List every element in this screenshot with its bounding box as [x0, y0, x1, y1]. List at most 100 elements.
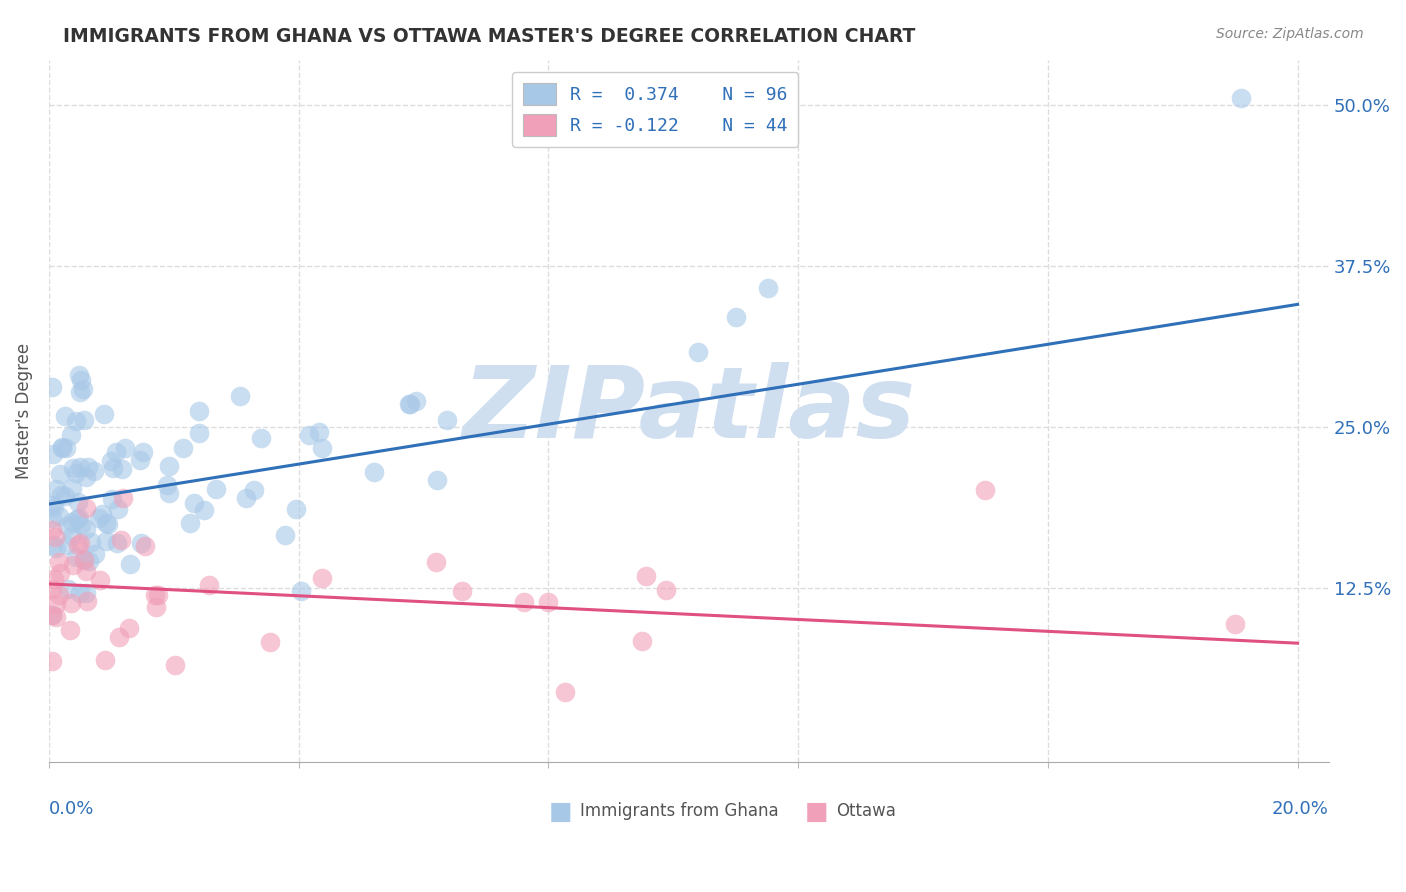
- Text: Ottawa: Ottawa: [837, 803, 896, 821]
- Point: [51, 440, 73, 454]
- Text: ■: ■: [806, 800, 828, 824]
- Point: [51, 442, 73, 456]
- Point: [187, 404, 209, 418]
- Point: [48, 555, 70, 569]
- Point: [105, 535, 128, 549]
- Point: [974, 483, 997, 498]
- Point: [45, 597, 67, 611]
- Point: [41, 498, 63, 512]
- Point: [111, 462, 134, 476]
- Point: [49, 488, 72, 502]
- Point: [60, 515, 83, 529]
- Point: [311, 571, 333, 585]
- Point: [426, 473, 449, 487]
- Point: [89, 573, 111, 587]
- Point: [60, 481, 83, 495]
- Point: [91, 507, 114, 521]
- Point: [157, 459, 180, 474]
- Point: [69, 535, 91, 549]
- Point: [69, 460, 91, 475]
- Point: [108, 630, 131, 644]
- Point: [65, 549, 87, 564]
- Text: ZIPatlas: ZIPatlas: [463, 362, 915, 459]
- Point: [94, 533, 117, 548]
- Point: [228, 388, 250, 402]
- Point: [298, 428, 321, 442]
- Point: [67, 368, 90, 382]
- Point: [69, 384, 91, 399]
- Point: [44, 530, 66, 544]
- Point: [73, 413, 96, 427]
- Point: [134, 539, 156, 553]
- Point: [111, 491, 134, 505]
- Point: [688, 345, 710, 359]
- Point: [756, 281, 779, 295]
- Point: [45, 482, 67, 496]
- Point: [75, 470, 97, 484]
- Point: [132, 445, 155, 459]
- Point: [77, 554, 100, 568]
- Point: [179, 516, 201, 531]
- Point: [197, 578, 219, 592]
- Y-axis label: Master's Degree: Master's Degree: [15, 343, 32, 479]
- Point: [97, 517, 120, 532]
- Point: [655, 582, 678, 597]
- Point: [249, 431, 271, 445]
- Point: [42, 538, 65, 552]
- Point: [80, 534, 103, 549]
- Point: [398, 397, 420, 411]
- Point: [76, 593, 98, 607]
- Point: [48, 588, 70, 602]
- Point: [53, 489, 76, 503]
- Point: [100, 454, 122, 468]
- Point: [1223, 616, 1246, 631]
- Point: [41, 380, 63, 394]
- Point: [83, 547, 105, 561]
- Point: [66, 495, 89, 509]
- Point: [49, 566, 72, 580]
- Point: [114, 442, 136, 456]
- Point: [60, 529, 83, 543]
- Point: [41, 608, 63, 623]
- Point: [65, 415, 87, 429]
- Point: [451, 584, 474, 599]
- Text: Immigrants from Ghana: Immigrants from Ghana: [581, 803, 779, 821]
- Point: [188, 425, 211, 440]
- Point: [42, 572, 65, 586]
- Point: [311, 442, 333, 456]
- Point: [163, 657, 186, 672]
- Point: [156, 478, 179, 492]
- Point: [41, 523, 63, 537]
- Point: [631, 633, 654, 648]
- Point: [69, 585, 91, 599]
- Point: [145, 600, 167, 615]
- Point: [554, 685, 576, 699]
- Point: [110, 533, 132, 548]
- Point: [62, 460, 84, 475]
- Point: [172, 441, 194, 455]
- Point: [120, 557, 142, 571]
- Point: [41, 510, 63, 524]
- Point: [59, 596, 82, 610]
- Point: [274, 528, 297, 542]
- Point: [101, 460, 124, 475]
- Point: [129, 536, 152, 550]
- Point: [128, 452, 150, 467]
- Point: [67, 510, 90, 524]
- Legend: R =  0.374    N = 96, R = -0.122    N = 44: R = 0.374 N = 96, R = -0.122 N = 44: [512, 72, 799, 147]
- Point: [56, 519, 79, 533]
- Point: [183, 496, 205, 510]
- Point: [148, 588, 170, 602]
- Point: [56, 538, 79, 552]
- Point: [65, 467, 87, 481]
- Point: [405, 393, 427, 408]
- Point: [285, 502, 308, 516]
- Point: [62, 558, 84, 572]
- Point: [56, 582, 79, 596]
- Point: [45, 541, 67, 555]
- Point: [537, 595, 560, 609]
- Point: [48, 508, 70, 523]
- Point: [59, 427, 82, 442]
- Text: 20.0%: 20.0%: [1272, 800, 1329, 818]
- Point: [235, 491, 257, 505]
